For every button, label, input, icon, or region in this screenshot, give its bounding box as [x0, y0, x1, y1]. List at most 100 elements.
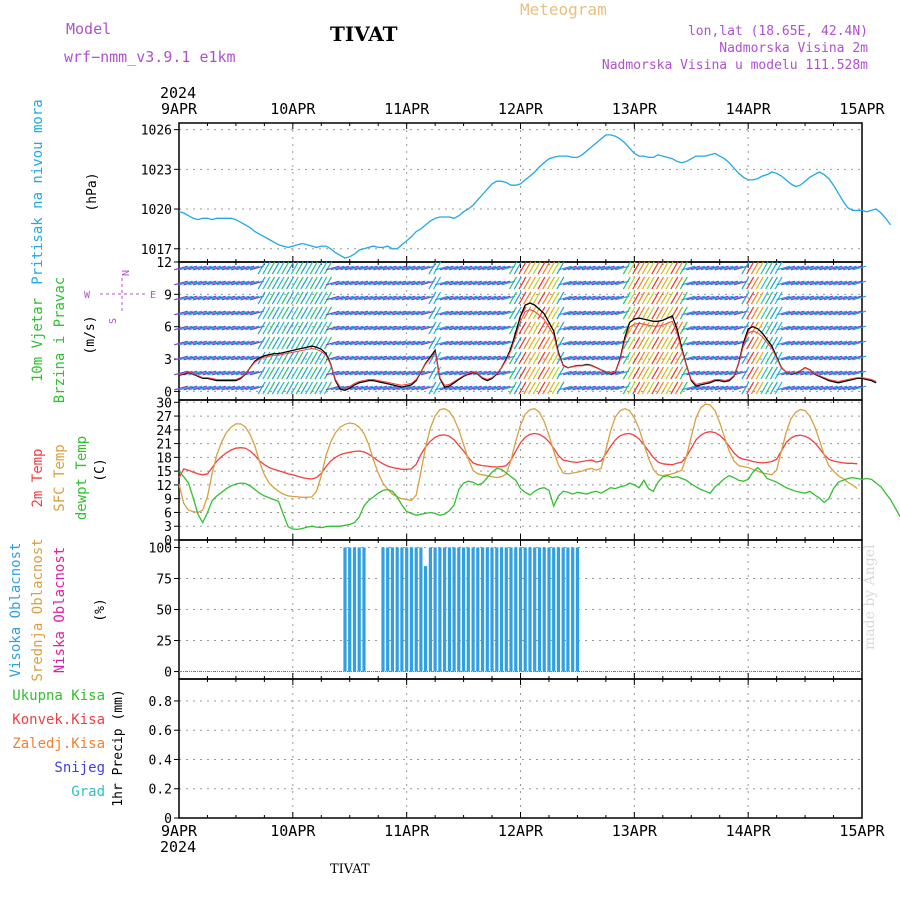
- wind-arrow: [363, 325, 378, 331]
- wind-arrow: [741, 276, 750, 290]
- wind-arrow: [434, 355, 449, 361]
- wind-arrow: [482, 340, 497, 346]
- wind-arrow: [501, 295, 516, 301]
- wind-arrow: [349, 280, 364, 286]
- wind-arrow: [309, 321, 318, 335]
- wind-arrow: [319, 381, 328, 395]
- wind-arrow: [724, 340, 739, 346]
- cloud-bar: [485, 547, 489, 672]
- wind-arrow: [596, 310, 611, 316]
- wind-arrow: [262, 261, 271, 275]
- wind-arrow: [781, 340, 796, 346]
- wind-arrow: [527, 291, 537, 305]
- wind-arrow: [719, 310, 734, 316]
- wind-arrow: [581, 310, 596, 316]
- wind-arrow: [577, 280, 592, 286]
- wind-arrow: [828, 295, 843, 301]
- wind-arrow: [449, 280, 464, 286]
- wind-arrow: [193, 340, 207, 346]
- wind-arrow: [719, 385, 734, 391]
- wind-arrow: [231, 370, 245, 376]
- wind-gust-line: [178, 309, 877, 389]
- wind-arrow: [563, 370, 577, 376]
- wind-arrow: [760, 366, 769, 380]
- wind-arrow: [632, 261, 641, 275]
- x-tick-label-bottom: 14APR: [726, 822, 772, 840]
- wind-arrow: [188, 325, 203, 331]
- y-tick-label: 0: [164, 534, 172, 549]
- wind-arrow: [710, 325, 724, 331]
- wind-arrow: [305, 366, 314, 380]
- wind-arrow: [202, 325, 217, 331]
- ylabel-cloud-unit: (%): [93, 598, 108, 621]
- y-tick-label: 6: [164, 321, 172, 336]
- wind-arrow: [458, 325, 473, 331]
- wind-arrow: [392, 325, 407, 331]
- wind-arrow: [286, 291, 295, 305]
- wind-arrow: [257, 261, 266, 275]
- wind-arrow: [691, 265, 705, 271]
- wind-arrow: [178, 310, 193, 316]
- wind-arrow: [605, 355, 620, 361]
- wind-arrow: [354, 265, 369, 271]
- wind-arrow: [769, 291, 778, 305]
- wind-arrow: [508, 321, 518, 335]
- wind-arrow: [776, 325, 791, 331]
- wind-arrow: [823, 295, 838, 301]
- wind-arrow: [373, 265, 388, 271]
- wind-arrow: [178, 265, 193, 271]
- wind-arrow: [705, 355, 720, 361]
- wind-arrow: [349, 325, 364, 331]
- wind-arrow: [340, 340, 354, 346]
- wind-arrow: [183, 295, 198, 301]
- wind-arrow: [532, 261, 541, 275]
- wind-arrow: [197, 280, 212, 286]
- x-tick-label-bottom: 10APR: [270, 822, 316, 840]
- wind-arrow: [221, 295, 236, 301]
- wind-arrow: [281, 381, 290, 395]
- y-tick-label: 1026: [141, 124, 172, 139]
- y-tick-label: 12: [156, 479, 172, 494]
- wind-arrow: [852, 370, 867, 376]
- wind-arrow: [724, 355, 739, 361]
- wind-arrow: [231, 355, 245, 361]
- wind-arrow: [741, 321, 750, 335]
- wind-arrow: [637, 261, 646, 275]
- wind-arrow: [472, 295, 487, 301]
- wind-arrow: [373, 295, 388, 301]
- wind-arrow: [286, 336, 295, 350]
- wind-arrow: [174, 370, 188, 376]
- wind-arrow: [295, 351, 304, 365]
- wind-arrow: [212, 265, 226, 271]
- wind-arrow: [637, 351, 646, 365]
- wind-arrow: [615, 310, 630, 316]
- wind-arrow: [216, 325, 231, 331]
- wind-arrow: [368, 310, 383, 316]
- wind-arrow: [660, 381, 669, 395]
- wind-arrow: [527, 321, 537, 335]
- wind-arrow: [546, 351, 556, 365]
- wind-arrow: [719, 355, 734, 361]
- wind-arrow: [290, 321, 299, 335]
- wind-arrow: [183, 310, 198, 316]
- wind-arrow: [586, 280, 601, 286]
- wind-arrow: [235, 265, 250, 271]
- wind-arrow: [197, 325, 212, 331]
- wind-arrow: [428, 291, 437, 305]
- wind-arrow: [627, 351, 636, 365]
- wind-arrow: [257, 321, 266, 335]
- wind-arrow: [809, 340, 824, 346]
- wind-arrow: [518, 291, 527, 305]
- wind-arrow: [847, 385, 862, 391]
- wind-arrow: [695, 340, 710, 346]
- wind-arrow: [833, 265, 848, 271]
- wind-arrow: [281, 336, 290, 350]
- wind-arrow: [216, 355, 231, 361]
- wind-arrow: [513, 276, 522, 290]
- wind-arrow: [397, 325, 411, 331]
- wind-arrow: [733, 280, 748, 286]
- wind-arrow: [710, 310, 724, 316]
- wind-arrow: [800, 295, 814, 301]
- wind-arrow: [415, 280, 430, 286]
